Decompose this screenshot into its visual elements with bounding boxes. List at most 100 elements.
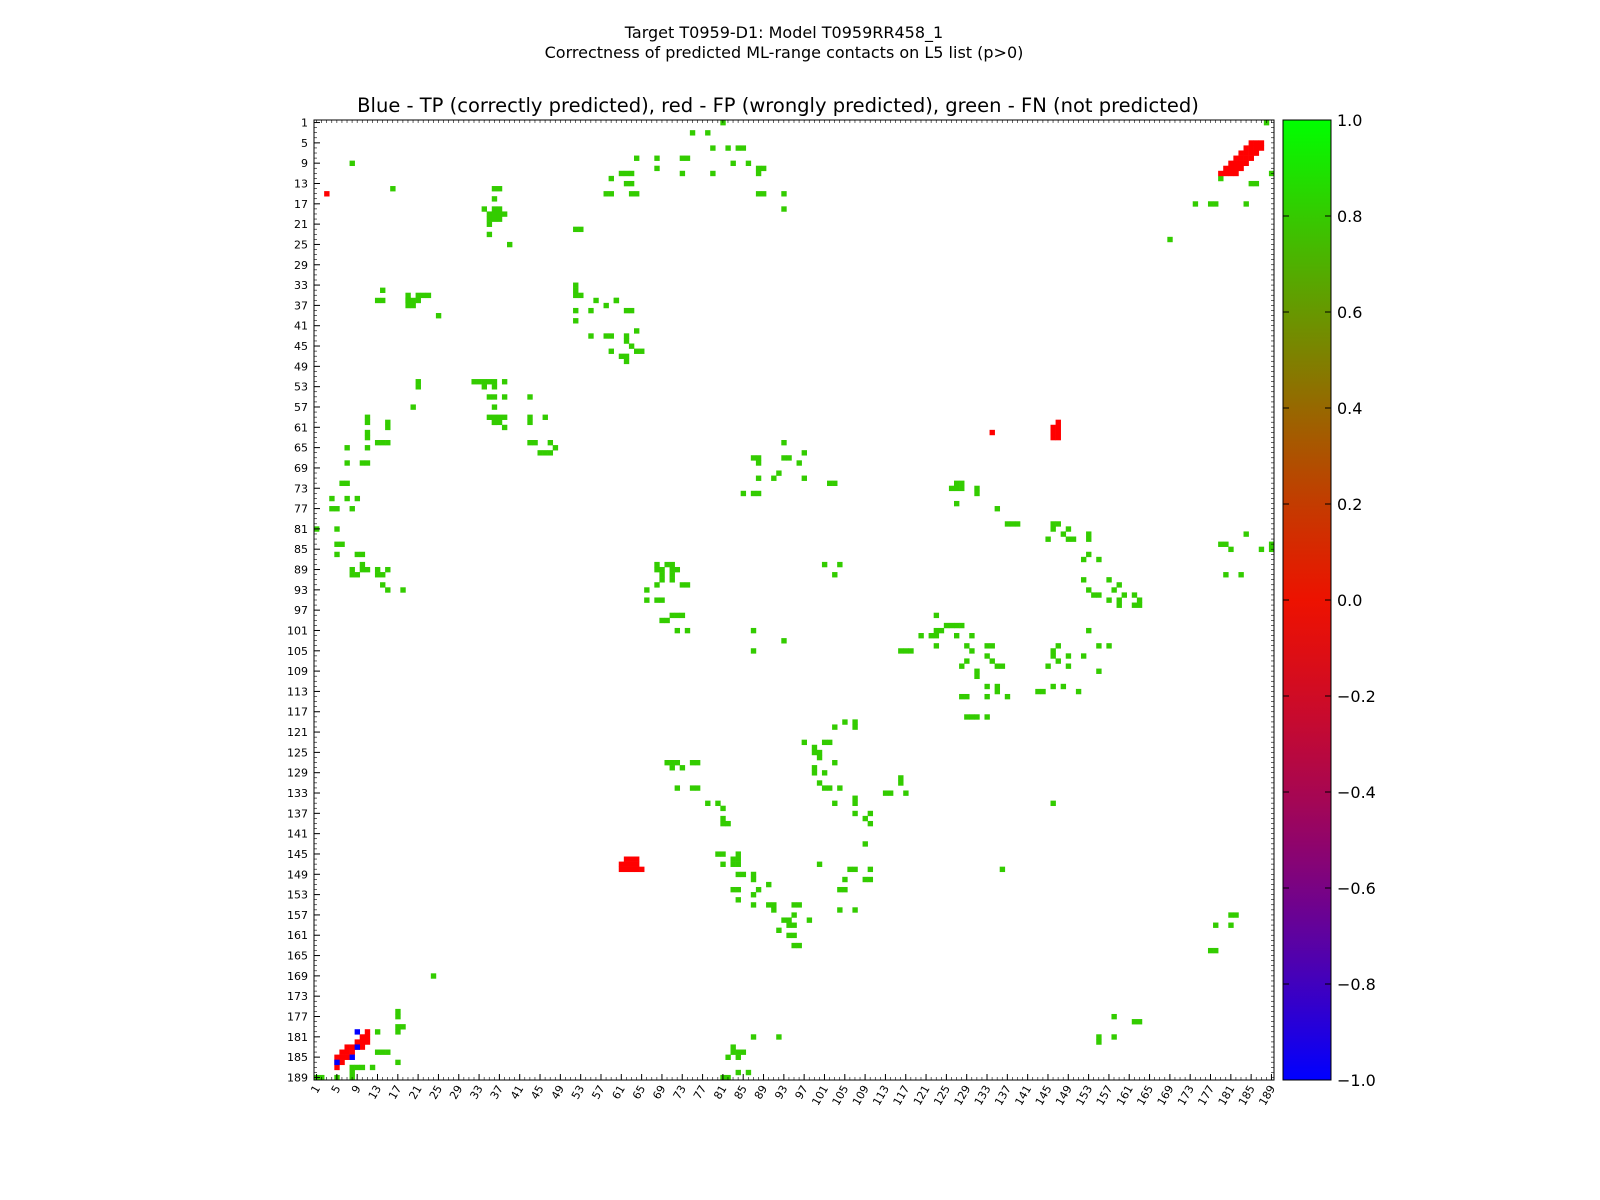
fn-contact-cell: [750, 892, 757, 898]
x-tick-label: 49: [549, 1083, 567, 1102]
fn-contact-cell: [354, 572, 361, 578]
fn-contact-cell: [430, 973, 437, 979]
fn-contact-cell: [847, 866, 853, 873]
fn-contact-cell: [410, 297, 416, 304]
fn-contact-cell: [720, 820, 726, 827]
fn-contact-cell: [608, 191, 614, 197]
fn-contact-cell: [634, 191, 640, 197]
fp-contact-cell: [1238, 155, 1244, 161]
fn-contact-cell: [634, 328, 640, 334]
fn-contact-cell: [486, 414, 493, 420]
fn-contact-cell: [593, 297, 599, 304]
fn-contact-cell: [816, 780, 823, 786]
fp-contact-cell: [1050, 429, 1056, 436]
fn-contact-cell: [634, 155, 640, 161]
fp-contact-cell: [1258, 145, 1265, 151]
fn-contact-cell: [730, 1049, 736, 1055]
fn-contact-cell: [837, 785, 843, 791]
fn-contact-cell: [608, 333, 614, 339]
fn-contact-cell: [710, 170, 716, 177]
x-tick-label: 57: [589, 1083, 607, 1102]
fn-contact-cell: [659, 572, 665, 578]
fn-contact-cell: [720, 805, 726, 812]
fn-contact-cell: [933, 643, 940, 649]
fn-contact-cell: [984, 653, 990, 659]
fn-contact-cell: [618, 353, 625, 360]
fn-contact-cell: [959, 693, 965, 700]
fp-contact-cell: [628, 866, 635, 873]
fn-contact-cell: [659, 597, 665, 603]
x-tick-label: 173: [1175, 1083, 1197, 1108]
fn-contact-cell: [679, 170, 686, 177]
fn-contact-cell: [501, 394, 508, 400]
fn-contact-cell: [654, 165, 660, 172]
y-tick-label: 73: [294, 482, 308, 495]
fn-contact-cell: [1243, 201, 1249, 207]
fn-contact-cell: [1050, 648, 1056, 654]
x-tick-label: 29: [447, 1083, 465, 1102]
fn-contact-cell: [969, 633, 975, 639]
fn-contact-cell: [786, 922, 792, 928]
plot-frame: [313, 119, 1275, 1081]
fn-contact-cell: [654, 566, 660, 573]
fn-contact-cell: [496, 211, 503, 217]
fn-contact-cell: [573, 282, 579, 288]
fn-contact-cell: [954, 633, 960, 639]
fn-contact-cell: [959, 485, 965, 492]
y-tick-label: 113: [287, 685, 308, 698]
colorbar-tick-label: 0.0: [1337, 591, 1362, 610]
fn-contact-cell: [669, 612, 675, 619]
fn-contact-cell: [395, 1059, 401, 1066]
x-tick-label: 93: [772, 1083, 790, 1102]
fn-contact-cell: [827, 739, 833, 746]
y-tick-label: 133: [287, 787, 308, 800]
fn-contact-cell: [832, 724, 838, 730]
fn-contact-cell: [720, 861, 726, 867]
fn-contact-cell: [491, 419, 498, 426]
fn-contact-cell: [1050, 683, 1056, 690]
fp-contact-cell: [1228, 165, 1234, 172]
fn-contact-cell: [994, 688, 1001, 695]
fn-contact-cell: [1131, 602, 1138, 608]
fn-contact-cell: [628, 180, 635, 187]
fn-contact-cell: [689, 130, 696, 136]
colorbar-tick-label: 0.2: [1337, 495, 1362, 514]
fn-contact-cell: [654, 155, 660, 161]
fn-contact-cell: [964, 658, 970, 664]
x-tick-label: 161: [1114, 1083, 1136, 1108]
fn-contact-cell: [801, 739, 807, 746]
x-tick-label: 33: [467, 1083, 485, 1102]
fp-contact-cell: [623, 866, 630, 873]
fp-contact-cell: [1233, 170, 1239, 177]
fn-contact-cell: [634, 348, 640, 354]
fn-contact-cell: [659, 577, 665, 583]
fn-contact-cell: [837, 886, 843, 893]
fn-contact-cell: [806, 917, 813, 923]
fn-contact-cell: [486, 221, 493, 227]
y-tick-label: 129: [287, 767, 308, 780]
fn-contact-cell: [1050, 653, 1056, 659]
fp-contact-cell: [1055, 434, 1061, 441]
fn-contact-cell: [532, 440, 538, 446]
fn-contact-cell: [573, 287, 579, 293]
plot-area: [314, 120, 1274, 1080]
fn-contact-cell: [755, 455, 762, 461]
y-tick-label: 105: [287, 645, 308, 658]
fn-contact-cell: [385, 424, 391, 431]
y-tick-label: 121: [287, 726, 308, 739]
fn-contact-cell: [573, 318, 579, 324]
fn-contact-cell: [329, 506, 335, 512]
fn-contact-cell: [1121, 592, 1127, 598]
x-tick-label: 157: [1094, 1083, 1116, 1108]
fn-contact-cell: [1055, 658, 1061, 664]
fn-contact-cell: [395, 1024, 401, 1030]
fp-contact-cell: [339, 1049, 345, 1055]
fn-contact-cell: [715, 851, 721, 857]
x-tick-label: 169: [1155, 1083, 1177, 1108]
fn-contact-cell: [791, 912, 797, 918]
fn-contact-cell: [832, 480, 838, 487]
x-tick-label: 61: [610, 1083, 628, 1102]
fn-contact-cell: [1086, 531, 1092, 537]
fn-contact-cell: [760, 165, 767, 172]
fn-contact-cell: [694, 785, 701, 791]
